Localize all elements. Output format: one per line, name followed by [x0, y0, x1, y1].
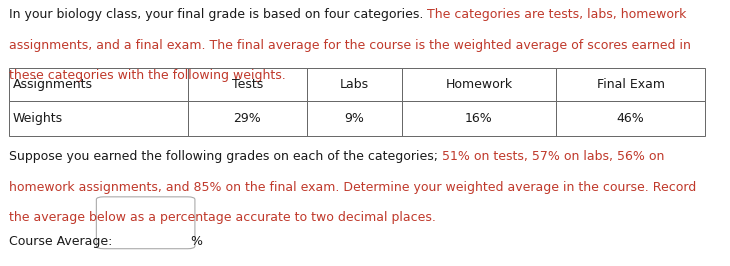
Text: Labs: Labs — [339, 78, 369, 91]
Text: Assignments: Assignments — [12, 78, 93, 91]
Bar — [402, 101, 556, 136]
Text: 9%: 9% — [344, 112, 364, 125]
Text: Homework: Homework — [445, 78, 512, 91]
Text: Final Exam: Final Exam — [596, 78, 665, 91]
Bar — [9, 68, 188, 101]
Text: 51% on tests, 57% on labs, 56% on: 51% on tests, 57% on labs, 56% on — [442, 150, 664, 163]
Text: the average below as a percentage accurate to two decimal places.: the average below as a percentage accura… — [9, 211, 436, 225]
FancyBboxPatch shape — [96, 197, 195, 249]
Text: homework assignments, and 85% on the final exam. Determine your weighted average: homework assignments, and 85% on the fin… — [9, 181, 696, 194]
Text: In your biology class, your final grade is based on four categories.: In your biology class, your final grade … — [9, 8, 427, 21]
Text: 29%: 29% — [234, 112, 261, 125]
Text: Course Average:: Course Average: — [9, 235, 112, 248]
Text: these categories with the following weights.: these categories with the following weig… — [9, 69, 285, 82]
Bar — [402, 68, 556, 101]
Bar — [307, 101, 402, 136]
Bar — [556, 68, 705, 101]
Text: Suppose you earned the following grades on each of the categories;: Suppose you earned the following grades … — [9, 150, 442, 163]
Text: 16%: 16% — [465, 112, 493, 125]
Bar — [9, 101, 188, 136]
Bar — [307, 68, 402, 101]
Bar — [556, 101, 705, 136]
Text: %: % — [190, 235, 201, 248]
Bar — [188, 68, 307, 101]
Text: Weights: Weights — [12, 112, 63, 125]
Text: 46%: 46% — [617, 112, 645, 125]
Text: assignments, and a final exam. The final average for the course is the weighted : assignments, and a final exam. The final… — [9, 39, 691, 52]
Text: The categories are tests, labs, homework: The categories are tests, labs, homework — [427, 8, 686, 21]
Bar — [188, 101, 307, 136]
Text: Tests: Tests — [232, 78, 263, 91]
